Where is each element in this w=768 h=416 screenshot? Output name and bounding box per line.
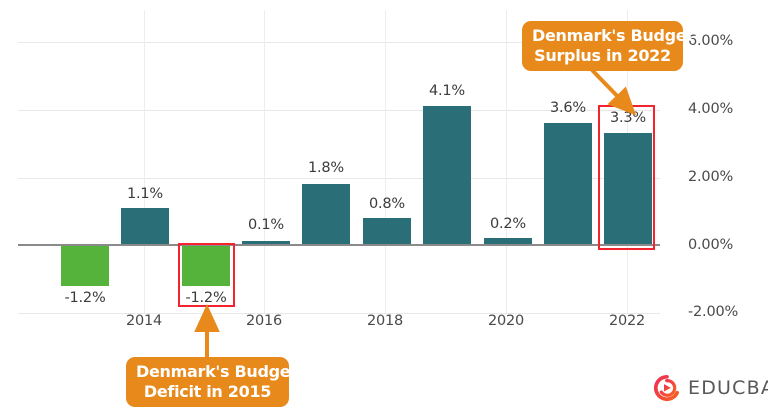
- bar-2020[interactable]: [484, 238, 532, 245]
- callout-deficit-line1: Denmark's Budget: [136, 362, 298, 381]
- x-tick-2018: 2018: [366, 313, 404, 329]
- value-label-2017: 1.8%: [307, 160, 345, 176]
- x-tick-2016: 2016: [245, 313, 283, 329]
- vertical-gridline-2016: [264, 10, 265, 313]
- value-label-2014: 1.1%: [126, 186, 164, 202]
- bar-2018[interactable]: [363, 218, 411, 245]
- bar-2015[interactable]: [182, 246, 230, 286]
- x-tick-2022: 2022: [608, 313, 646, 329]
- bar-2013[interactable]: [61, 246, 109, 286]
- zero-axis-line: [18, 244, 660, 246]
- callout-surplus-line2: Surplus in 2022: [534, 46, 671, 65]
- bar-2014[interactable]: [121, 208, 169, 245]
- y-tick-2pct: 2.00%: [688, 169, 734, 185]
- callout-surplus: Denmark's Budget Surplus in 2022: [522, 21, 694, 71]
- callout-surplus-line1: Denmark's Budget: [532, 26, 694, 45]
- bar-2022[interactable]: [604, 133, 652, 245]
- callout-deficit: Denmark's Budget Deficit in 2015: [126, 357, 298, 407]
- vertical-gridline-2014: [144, 10, 145, 313]
- value-label-2018: 0.8%: [368, 196, 406, 212]
- value-label-2020: 0.2%: [489, 216, 527, 232]
- value-label-2015: -1.2%: [185, 290, 227, 306]
- bar-2021[interactable]: [544, 123, 592, 245]
- gridline-6pct: [18, 42, 660, 43]
- vertical-gridline-2020: [506, 10, 507, 313]
- vertical-gridline-2018: [385, 10, 386, 313]
- educba-logo-text: EDUCBA: [688, 377, 768, 399]
- x-tick-2020: 2020: [487, 313, 525, 329]
- educba-logo: EDUCBA: [653, 374, 768, 402]
- bar-2016[interactable]: [242, 241, 290, 245]
- y-tick-6pct: 6.00%: [688, 33, 734, 49]
- gridline-neg2pct: [18, 313, 660, 314]
- y-tick-neg2pct: -2.00%: [688, 304, 739, 320]
- y-tick-4pct: 4.00%: [688, 101, 734, 117]
- educba-logo-icon: [654, 374, 679, 402]
- value-label-2016: 0.1%: [247, 217, 285, 233]
- bar-2019[interactable]: [423, 106, 471, 245]
- x-tick-2014: 2014: [125, 313, 163, 329]
- gridline-2pct: [18, 178, 660, 179]
- callout-deficit-line2: Deficit in 2015: [143, 382, 272, 401]
- value-label-2019: 4.1%: [428, 83, 466, 99]
- value-label-2013: -1.2%: [64, 290, 106, 306]
- value-label-2021: 3.6%: [549, 100, 587, 116]
- gridline-4pct: [18, 110, 660, 111]
- bar-2017[interactable]: [302, 184, 350, 245]
- y-tick-0pct: 0.00%: [688, 237, 734, 253]
